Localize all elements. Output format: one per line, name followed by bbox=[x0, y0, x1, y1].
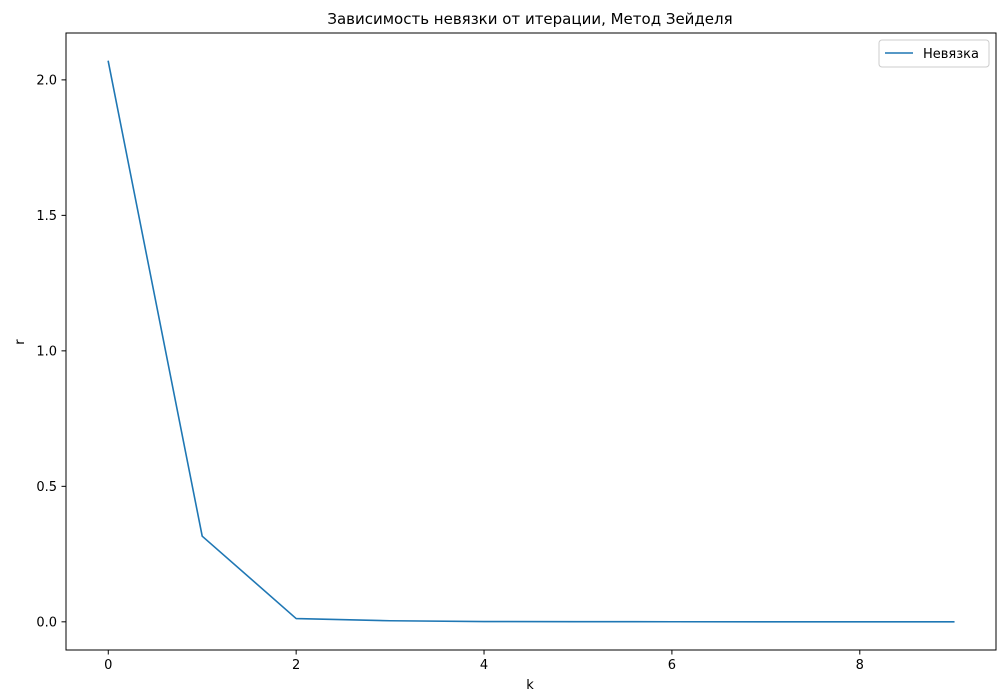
x-tick-label: 4 bbox=[480, 658, 488, 673]
x-tick-label: 0 bbox=[104, 658, 112, 673]
y-tick-label: 0.0 bbox=[36, 615, 57, 630]
legend-box bbox=[878, 39, 990, 68]
x-axis-label: k bbox=[526, 678, 534, 693]
y-axis-ticks: 0.0 0.5 1.0 1.5 2.0 bbox=[36, 73, 66, 630]
legend-label: Невязка bbox=[923, 47, 979, 62]
x-tick-label: 6 bbox=[668, 658, 676, 673]
series-layer bbox=[107, 60, 955, 623]
x-tick-label: 2 bbox=[292, 658, 300, 673]
plot-background bbox=[66, 33, 996, 650]
y-tick-label: 1.0 bbox=[36, 344, 57, 359]
chart-title: Зависимость невязки от итерации, Метод З… bbox=[327, 10, 732, 28]
series-line-0 bbox=[107, 60, 955, 623]
axes-frame bbox=[65, 32, 997, 651]
y-axis-label: r bbox=[13, 339, 28, 345]
legend: Невязка bbox=[878, 39, 990, 68]
plot-area bbox=[66, 33, 996, 650]
y-tick-label: 2.0 bbox=[36, 73, 57, 88]
x-axis-ticks: 0 2 4 6 8 bbox=[104, 650, 864, 673]
y-tick-label: 1.5 bbox=[36, 209, 57, 224]
y-tick-label: 0.5 bbox=[36, 480, 57, 495]
x-tick-label: 8 bbox=[856, 658, 864, 673]
